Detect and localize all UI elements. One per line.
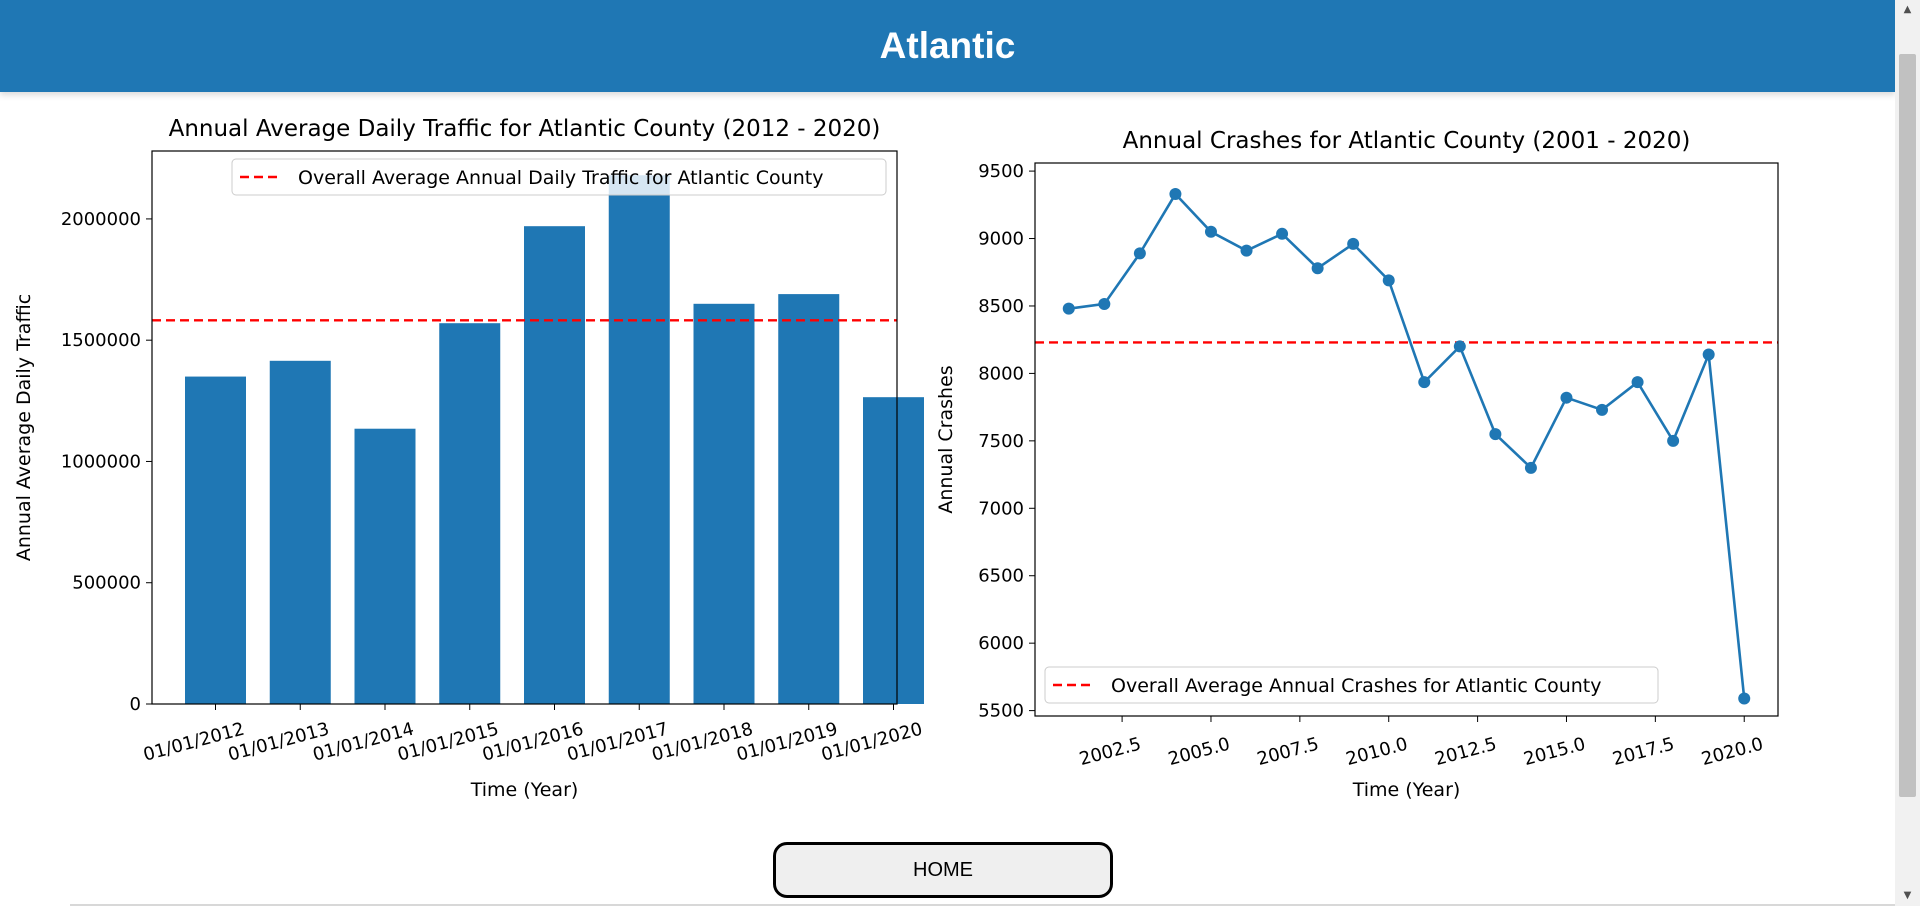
x-axis-label: Time (Year) [1352,779,1461,801]
bar [269,360,331,704]
data-point [1204,225,1217,238]
data-point [1311,262,1324,275]
bar [608,175,670,704]
legend-box [1044,666,1659,704]
plot-frame [1034,162,1779,717]
y-tick-label: 1000000 [61,451,141,472]
data-point [1382,274,1395,287]
data-point [1524,461,1537,474]
data-point [1169,188,1182,201]
y-tick-label: 5500 [978,701,1024,722]
legend-label: Overall Average Annual Daily Traffic for… [298,167,823,189]
data-point [1702,348,1715,361]
y-tick-label: 7000 [978,498,1024,519]
x-tick-label: 2015.0 [1521,734,1587,771]
data-point [1062,302,1075,315]
y-tick-label: 0 [130,694,141,715]
x-tick-label: 2002.5 [1077,734,1143,771]
scrollbar-thumb[interactable] [1899,54,1916,797]
bar [778,294,840,704]
y-tick-label: 1500000 [61,330,141,351]
bar [693,303,755,704]
y-tick-label: 6500 [978,566,1024,587]
y-tick-label: 2000000 [61,209,141,230]
data-point [1418,376,1431,389]
y-tick-label: 8500 [978,296,1024,317]
y-tick-label: 6000 [978,633,1024,654]
x-tick-label: 2012.5 [1433,734,1499,771]
x-axis-label: Time (Year) [470,779,579,801]
page-title: Atlantic [879,25,1016,66]
charts-container: 050000010000001500000200000001/01/201201… [13,116,1779,801]
x-tick-label: 2020.0 [1699,734,1765,771]
vertical-scrollbar[interactable]: ▲ ▼ [1895,0,1920,906]
legend-label: Overall Average Annual Crashes for Atlan… [1111,675,1602,697]
bar [863,397,924,704]
data-point [1453,340,1466,353]
data-point [1596,403,1609,416]
plot-frame [151,150,898,705]
legend-box [231,158,887,196]
horizontal-divider [70,904,1895,906]
data-point [1133,247,1146,260]
data-point [1489,428,1502,441]
y-tick-label: 500000 [72,573,141,594]
y-tick-label: 9500 [978,161,1024,182]
series-line [1068,191,1746,699]
data-point [1240,244,1253,257]
page-header: Atlantic [0,0,1895,92]
y-tick-label: 7500 [978,431,1024,452]
scroll-down-icon[interactable]: ▼ [1903,890,1912,901]
x-tick-label: 2010.0 [1344,734,1410,771]
y-tick-label: 9000 [978,229,1024,250]
data-point [1276,227,1289,240]
bar [439,323,501,704]
y-axis-label: Annual Crashes [935,365,957,513]
bar [354,428,416,704]
home-button[interactable]: HOME [773,842,1113,898]
bar [185,376,246,704]
chart-title: Annual Crashes for Atlantic County (2001… [1123,128,1691,154]
y-axis-label: Annual Average Daily Traffic [13,294,35,561]
data-point [1560,391,1573,404]
scroll-up-icon[interactable]: ▲ [1903,4,1912,15]
x-tick-label: 2017.5 [1610,734,1676,771]
chart-title: Annual Average Daily Traffic for Atlanti… [169,116,881,142]
data-point [1098,297,1111,310]
y-tick-label: 8000 [978,363,1024,384]
data-point [1738,692,1751,705]
x-tick-label: 2007.5 [1255,734,1321,771]
data-point [1631,376,1644,389]
data-point [1347,237,1360,250]
bar [524,226,585,704]
data-point [1667,434,1680,447]
x-tick-label: 2005.0 [1166,734,1232,771]
